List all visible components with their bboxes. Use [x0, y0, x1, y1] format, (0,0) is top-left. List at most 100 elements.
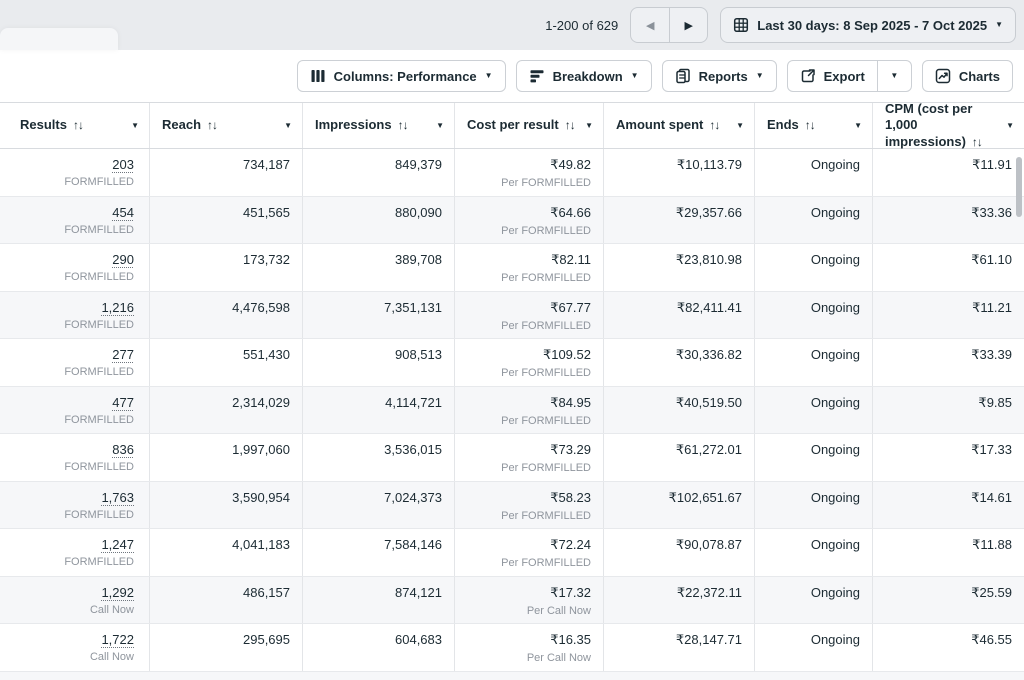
chevron-down-icon[interactable]: ▼ — [736, 121, 744, 130]
impressions-cell: 849,379 — [303, 149, 455, 196]
reports-button[interactable]: Reports ▼ — [661, 60, 777, 92]
sort-icon: ↑↓ — [397, 118, 409, 133]
results-value[interactable]: 836 — [112, 442, 134, 457]
previous-arrow-icon: ◀ — [646, 19, 655, 32]
impressions-cell: 7,351,131 — [303, 291, 455, 338]
amount-spent-cell: ₹30,336.82 — [604, 339, 755, 386]
result-type-label: FORMFILLED — [64, 366, 134, 378]
results-value[interactable]: 1,722 — [101, 632, 134, 647]
chevron-down-icon[interactable]: ▼ — [436, 121, 444, 130]
amount-spent-cell: ₹90,078.87 — [604, 529, 755, 576]
sort-icon: ↑↓ — [72, 118, 84, 133]
impressions-cell: 4,114,721 — [303, 386, 455, 433]
cost-per-result-value: ₹16.35 — [550, 632, 591, 647]
cost-per-result-cell: ₹58.23 Per FORMFILLED — [455, 481, 604, 528]
cost-per-result-value: ₹82.11 — [551, 252, 591, 267]
chevron-down-icon[interactable]: ▼ — [854, 121, 862, 130]
table-row: 1,247 FORMFILLED 4,041,183 7,584,146 ₹72.… — [0, 529, 1024, 577]
cpm-cell: ₹17.33 — [971, 442, 1012, 457]
result-type-label: FORMFILLED — [64, 508, 134, 521]
reach-cell: 551,430 — [150, 339, 303, 386]
cost-per-result-cell: ₹64.66 Per FORMFILLED — [455, 196, 604, 243]
table-toolbar: Columns: Performance ▼ Breakdown ▼ Repor… — [0, 50, 1024, 102]
cost-per-result-type-label: Per FORMFILLED — [501, 509, 591, 522]
cost-per-result-cell: ₹84.95 Per FORMFILLED — [455, 386, 604, 433]
cost-per-result-value: ₹73.29 — [550, 442, 591, 457]
column-header-reach[interactable]: Reach ↑↓ ▼ — [150, 103, 303, 148]
cost-per-result-type-label: Per Call Now — [526, 652, 591, 664]
ends-cell: Ongoing — [755, 386, 873, 433]
sort-icon: ↑↓ — [207, 118, 218, 133]
cost-per-result-value: ₹67.77 — [550, 299, 591, 315]
chevron-down-icon[interactable]: ▼ — [585, 121, 593, 130]
column-header-label: Cost per result — [467, 117, 559, 133]
export-button-label: Export — [823, 68, 865, 84]
amount-spent-cell: ₹61,272.01 — [604, 434, 755, 481]
top-band: 1-200 of 629 ◀ ▶ Last 30 days: 8 Sep 202… — [0, 0, 1024, 50]
results-value[interactable]: 290 — [112, 252, 134, 267]
column-header-cpm[interactable]: CPM (cost per 1,000 impressions) ↑↓ ▼ — [873, 101, 1024, 149]
amount-spent-cell: ₹102,651.67 — [604, 481, 755, 528]
results-cell: 290 FORMFILLED — [0, 244, 150, 291]
column-header-results[interactable]: Results ↑↓ ▼ — [0, 103, 150, 148]
cpm-cell: ₹25.59 — [971, 584, 1012, 600]
next-page-button[interactable]: ▶ — [669, 8, 707, 42]
chevron-down-icon: ▼ — [890, 71, 899, 80]
column-header-impressions[interactable]: Impressions ↑↓ ▼ — [303, 103, 455, 148]
ends-cell: Ongoing — [755, 339, 873, 386]
column-header-cost-per-result[interactable]: Cost per result ↑↓ ▼ — [455, 103, 604, 148]
results-cell: 836 FORMFILLED — [0, 434, 150, 481]
cost-per-result-value: ₹84.95 — [550, 394, 591, 410]
amount-spent-cell: ₹10,113.79 — [604, 149, 755, 196]
results-value[interactable]: 1,292 — [101, 584, 134, 600]
columns-icon — [311, 70, 325, 82]
results-value[interactable]: 203 — [112, 157, 134, 172]
results-value[interactable]: 277 — [112, 347, 134, 362]
export-options-button[interactable]: ▼ — [876, 61, 911, 91]
cost-per-result-type-label: Per Call Now — [526, 604, 591, 617]
export-icon — [801, 69, 815, 83]
result-type-label: FORMFILLED — [64, 556, 134, 568]
column-header-ends[interactable]: Ends ↑↓ ▼ — [755, 103, 873, 148]
ends-cell: Ongoing — [755, 149, 873, 196]
chevron-down-icon: ▼ — [484, 71, 493, 80]
reach-cell: 173,732 — [150, 244, 303, 291]
reports-button-label: Reports — [698, 68, 748, 84]
amount-spent-cell: ₹28,147.71 — [604, 624, 755, 671]
sort-icon: ↑↓ — [709, 118, 720, 133]
breakdown-icon — [530, 70, 544, 83]
vertical-scrollbar-thumb[interactable] — [1016, 157, 1022, 217]
results-value[interactable]: 1,247 — [101, 537, 134, 552]
date-range-button[interactable]: Last 30 days: 8 Sep 2025 - 7 Oct 2025 ▼ — [720, 7, 1016, 43]
results-value[interactable]: 1,216 — [101, 299, 134, 315]
ends-cell: Ongoing — [755, 244, 873, 291]
results-value[interactable]: 1,763 — [101, 489, 134, 505]
cpm-cell: ₹33.36 — [971, 204, 1012, 220]
results-cell: 1,247 FORMFILLED — [0, 529, 150, 576]
previous-page-button[interactable]: ◀ — [631, 8, 669, 42]
cpm-cell: ₹11.21 — [972, 299, 1012, 315]
export-button[interactable]: Export — [788, 61, 877, 91]
cost-per-result-type-label: Per FORMFILLED — [501, 557, 591, 569]
cost-per-result-cell: ₹109.52 Per FORMFILLED — [455, 339, 604, 386]
table-row: 454 FORMFILLED 451,565 880,090 ₹64.66 Per … — [0, 196, 1024, 244]
chevron-down-icon[interactable]: ▼ — [131, 121, 139, 130]
table-row: 1,722 Call Now 295,695 604,683 ₹16.35 Per … — [0, 624, 1024, 672]
ends-cell: Ongoing — [755, 196, 873, 243]
results-value[interactable]: 454 — [112, 204, 134, 220]
amount-spent-cell: ₹23,810.98 — [604, 244, 755, 291]
chevron-down-icon[interactable]: ▼ — [284, 121, 292, 130]
chevron-down-icon[interactable]: ▼ — [1006, 121, 1014, 130]
cost-per-result-cell: ₹73.29 Per FORMFILLED — [455, 434, 604, 481]
reach-cell: 451,565 — [150, 196, 303, 243]
result-type-label: FORMFILLED — [64, 413, 134, 426]
active-tab[interactable] — [0, 28, 118, 50]
result-type-label: FORMFILLED — [64, 271, 134, 283]
charts-button[interactable]: Charts — [921, 60, 1013, 92]
columns-button[interactable]: Columns: Performance ▼ — [296, 60, 506, 92]
results-cell: 454 FORMFILLED — [0, 196, 150, 243]
breakdown-button[interactable]: Breakdown ▼ — [515, 60, 652, 92]
column-header-amount-spent[interactable]: Amount spent ↑↓ ▼ — [604, 103, 755, 148]
performance-table: Results ↑↓ ▼ Reach ↑↓ ▼ Impressions ↑↓ ▼ Co… — [0, 101, 1024, 680]
results-value[interactable]: 477 — [112, 394, 134, 410]
